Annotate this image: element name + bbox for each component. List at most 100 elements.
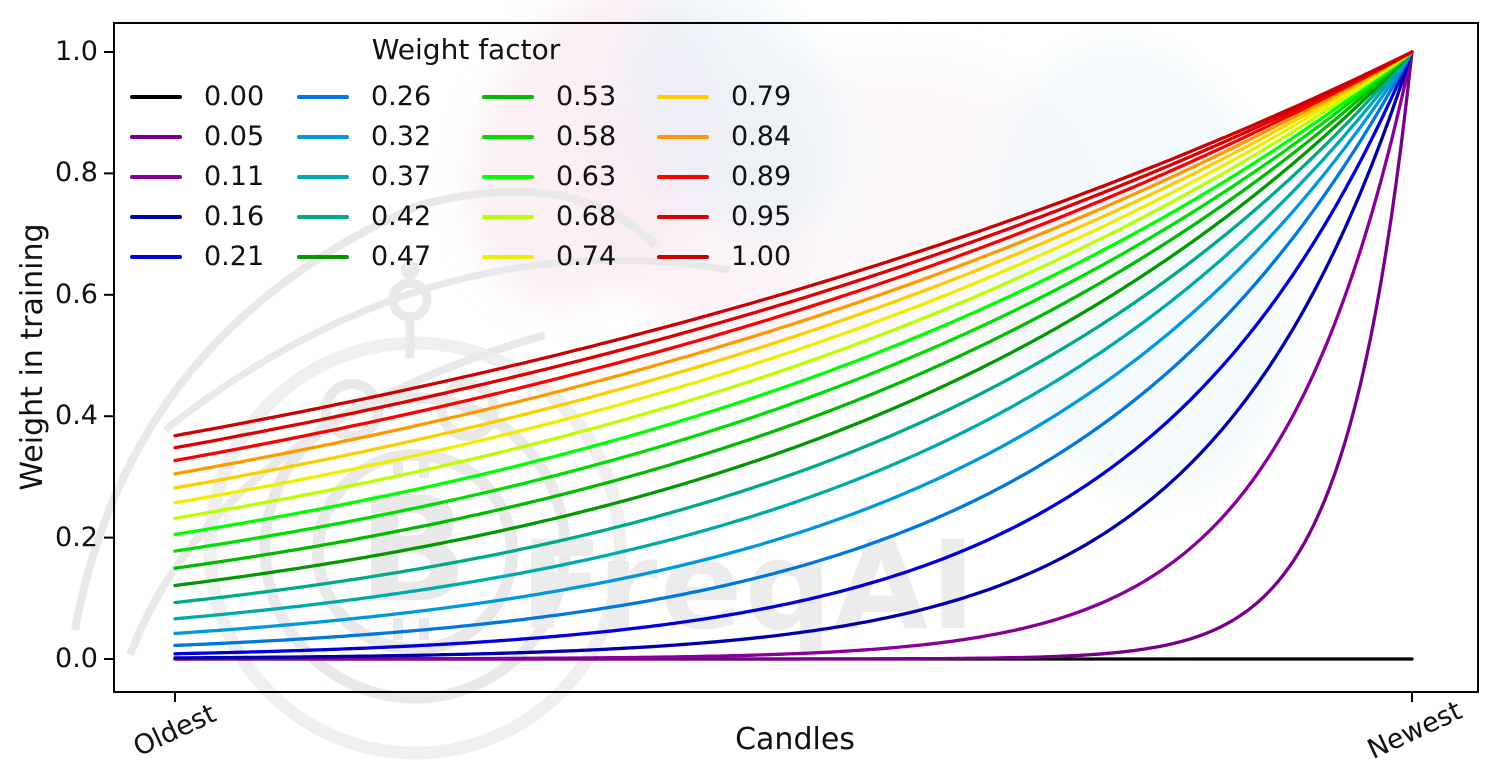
legend-swatch <box>482 135 534 139</box>
legend-item: 0.63 <box>482 157 657 197</box>
legend-swatch <box>130 175 182 179</box>
legend-label: 0.42 <box>371 201 432 232</box>
legend-swatch <box>130 95 182 99</box>
legend-swatch <box>482 175 534 179</box>
axes-spines <box>113 22 1479 693</box>
logo-antenna-ring <box>388 278 432 322</box>
curve-0.74 <box>173 50 1414 505</box>
logo-eye-left <box>321 379 383 441</box>
legend-label: 0.00 <box>204 81 265 112</box>
legend-label: 0.95 <box>731 201 792 232</box>
y-axis-label: Weight in training <box>15 223 50 491</box>
x-axis-label: Candles <box>735 722 855 757</box>
legend-item: 0.68 <box>482 197 657 237</box>
legend-swatch <box>297 175 349 179</box>
legend-swatch <box>297 215 349 219</box>
legend-item: 0.89 <box>657 157 802 197</box>
legend-item: 0.37 <box>297 157 482 197</box>
legend-item: 0.79 <box>657 77 802 117</box>
legend-swatch <box>130 215 182 219</box>
y-tick-label: 1.0 <box>55 36 98 67</box>
legend-swatch <box>297 95 349 99</box>
curve-0.26 <box>173 50 1414 648</box>
logo-wing-arc-3 <box>419 187 658 248</box>
legend-item: 0.21 <box>130 237 297 277</box>
legend-swatch <box>657 255 709 259</box>
logo-wing-arc-2 <box>126 331 547 657</box>
legend-label: 0.63 <box>556 161 617 192</box>
curve-0.89 <box>173 50 1414 463</box>
legend-swatch <box>482 95 534 99</box>
legend-label: 0.37 <box>371 161 432 192</box>
legend-swatch <box>657 215 709 219</box>
legend-label: 0.74 <box>556 241 617 272</box>
curve-0.47 <box>173 50 1414 588</box>
legend-item: 0.84 <box>657 117 802 157</box>
legend-label: 0.47 <box>371 241 432 272</box>
legend-swatch <box>657 95 709 99</box>
watermark-bot-logo <box>71 187 731 760</box>
petal-blue-1 <box>625 0 845 234</box>
logo-outer-ring <box>203 336 627 760</box>
legend-item: 0.58 <box>482 117 657 157</box>
legend-item: 0.74 <box>482 237 657 277</box>
curve-0.84 <box>173 50 1414 476</box>
curve-0.95 <box>173 50 1414 450</box>
legend-grid: 0.00 0.05 0.11 0.16 0.21 0.26 0.32 0.37 0.42 0.47… <box>130 77 802 277</box>
legend-item: 0.11 <box>130 157 297 197</box>
legend-item: 0.32 <box>297 117 482 157</box>
legend-label: 0.68 <box>556 201 617 232</box>
y-tick-label: 0.0 <box>55 643 98 674</box>
curve-1.00 <box>173 50 1414 438</box>
legend-item: 0.16 <box>130 197 297 237</box>
y-tick-label: 0.6 <box>55 279 98 310</box>
curve-0.79 <box>173 50 1414 490</box>
logo-wing-arc-1 <box>71 201 422 631</box>
curve-0.53 <box>173 50 1414 570</box>
legend-item: 1.00 <box>657 237 802 277</box>
legend-label: 1.00 <box>731 241 792 272</box>
legend-item: 0.53 <box>482 77 657 117</box>
curve-0.37 <box>173 50 1414 621</box>
legend-label: 0.84 <box>731 121 792 152</box>
legend-label: 0.79 <box>731 81 792 112</box>
weight-curves <box>173 50 1414 661</box>
logo-eye-right <box>437 379 499 441</box>
logo-mid-ring <box>259 392 571 704</box>
legend: Weight factor 0.00 0.05 0.11 0.16 0.21 0.26 0.… <box>130 34 802 277</box>
legend-item: 0.42 <box>297 197 482 237</box>
legend-swatch <box>657 175 709 179</box>
legend-label: 0.11 <box>204 161 265 192</box>
legend-swatch <box>482 255 534 259</box>
legend-item: 0.95 <box>657 197 802 237</box>
y-tick-label: 0.4 <box>55 400 98 431</box>
curve-0.68 <box>173 50 1414 520</box>
curve-0.42 <box>173 50 1414 605</box>
y-tick-label: 0.2 <box>55 522 98 553</box>
curve-0.11 <box>173 50 1414 661</box>
curve-0.16 <box>173 50 1414 660</box>
legend-label: 0.53 <box>556 81 617 112</box>
legend-title: Weight factor <box>371 33 561 66</box>
legend-label: 0.05 <box>204 121 265 152</box>
legend-label: 0.89 <box>731 161 792 192</box>
curve-0.32 <box>173 50 1414 636</box>
legend-label: 0.58 <box>556 121 617 152</box>
legend-label: 0.16 <box>204 201 265 232</box>
legend-item: 0.47 <box>297 237 482 277</box>
curve-0.63 <box>173 50 1414 537</box>
legend-item: 0.26 <box>297 77 482 117</box>
legend-swatch <box>130 135 182 139</box>
legend-item: 0.05 <box>130 117 297 157</box>
legend-item: 0.00 <box>130 77 297 117</box>
logo-antenna-knob <box>401 261 419 279</box>
legend-label: 0.32 <box>371 121 432 152</box>
legend-swatch <box>482 215 534 219</box>
legend-swatch <box>657 135 709 139</box>
legend-swatch <box>297 255 349 259</box>
logo-wing-arc-4 <box>162 256 731 433</box>
axis-ticks <box>104 51 1413 702</box>
curve-0.21 <box>173 50 1414 656</box>
